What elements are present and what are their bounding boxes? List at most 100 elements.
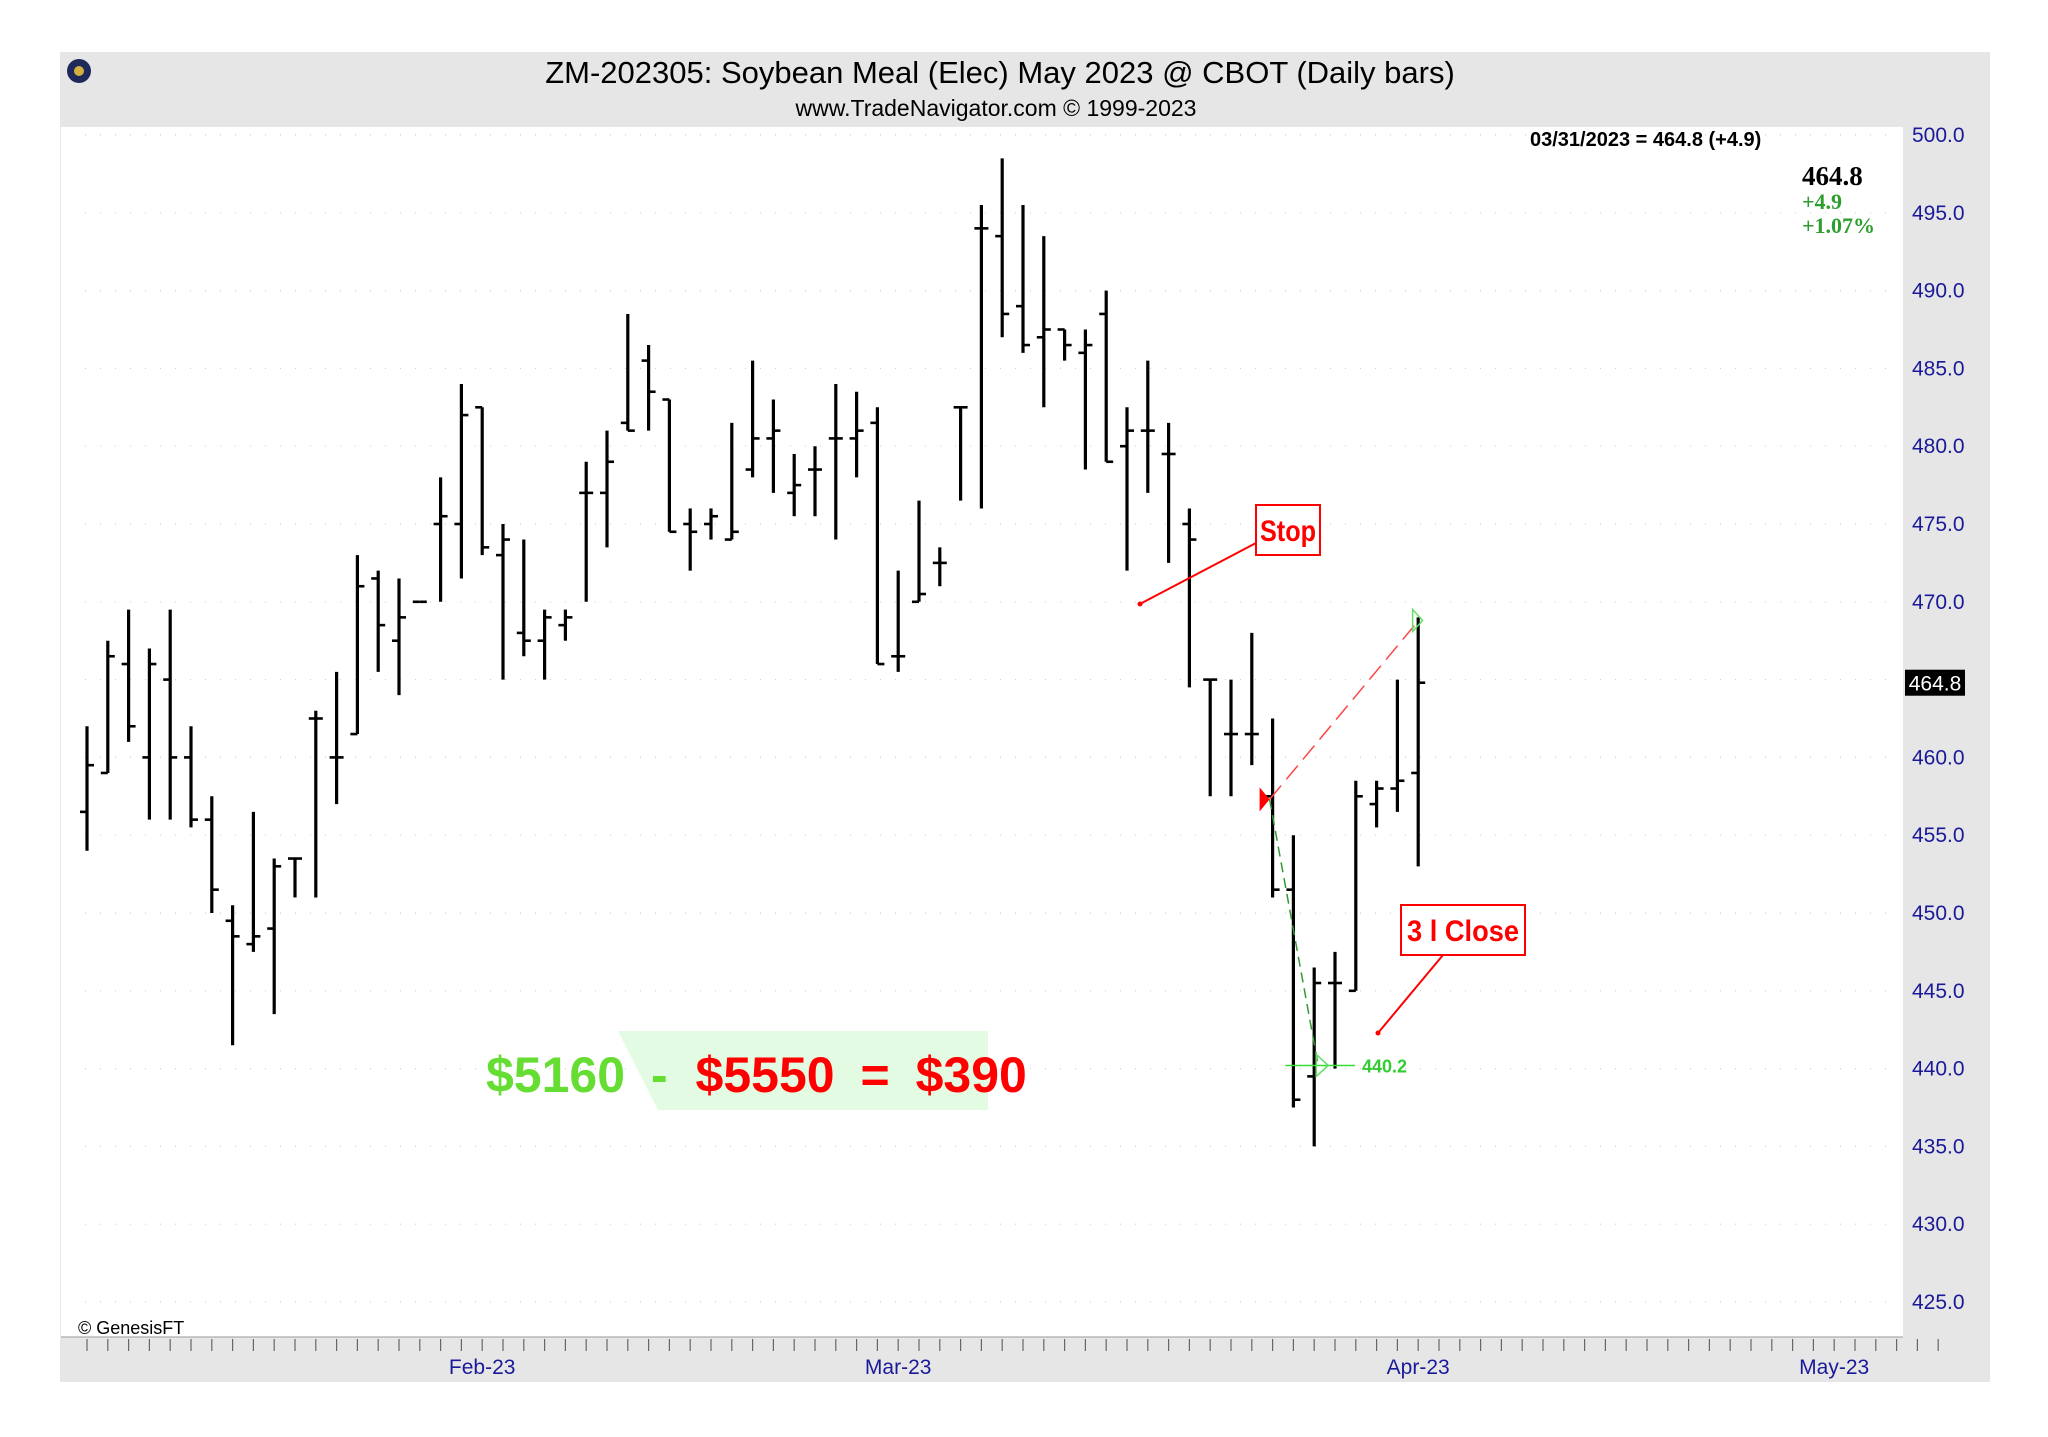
ohlc-bar bbox=[849, 391, 864, 478]
ohlc-bar bbox=[1140, 360, 1155, 493]
x-tick-label: May-23 bbox=[1799, 1356, 1869, 1379]
y-tick-label: 475.0 bbox=[1912, 513, 1965, 536]
ohlc-bar bbox=[1120, 407, 1134, 571]
ohlc-bar bbox=[828, 383, 843, 540]
ohlc-bar bbox=[1286, 835, 1301, 1108]
pnl-eq: = bbox=[860, 1047, 889, 1103]
ohlc-bar bbox=[1224, 679, 1238, 797]
stop-label: Stop bbox=[1260, 515, 1316, 548]
ohlc-bar bbox=[1099, 290, 1114, 464]
ohlc-bar bbox=[80, 726, 94, 851]
entry-marker-icon bbox=[1259, 787, 1270, 812]
ohlc-bar bbox=[600, 430, 614, 548]
stop-annotation: Stop bbox=[1137, 504, 1321, 607]
ohlc-bar bbox=[163, 609, 178, 820]
ohlc-bar bbox=[1328, 951, 1342, 1069]
stop-line bbox=[1269, 619, 1420, 800]
ohlc-bar bbox=[371, 570, 386, 672]
svg-text:464.8: 464.8 bbox=[1909, 673, 1962, 696]
ohlc-bar bbox=[1016, 205, 1030, 353]
ohlc-bar bbox=[808, 446, 822, 517]
y-tick-label: 445.0 bbox=[1912, 980, 1965, 1003]
trade-annotations bbox=[1259, 607, 1424, 1079]
price-change-pct: +1.07% bbox=[1802, 213, 1875, 238]
pnl-dash: - bbox=[651, 1047, 668, 1103]
ohlc-bar bbox=[267, 858, 282, 1015]
pnl-annotation: $5160 - $5550 = $390 bbox=[486, 1031, 1027, 1110]
ohlc-bar bbox=[870, 407, 885, 666]
ohlc-bar bbox=[558, 609, 573, 641]
ohlc-bar bbox=[1390, 679, 1405, 812]
ohlc-bar bbox=[100, 640, 115, 775]
ohlc-bar bbox=[308, 710, 323, 898]
ohlc-bar bbox=[912, 500, 926, 604]
pnl-loss: $5550 bbox=[696, 1047, 835, 1103]
y-tick-label: 500.0 bbox=[1912, 124, 1965, 147]
chart-subtitle: www.TradeNavigator.com © 1999-2023 bbox=[795, 95, 1197, 121]
copyright: © GenesisFT bbox=[78, 1318, 184, 1338]
svg-text:$5160 - $5550: $5160 - $5550 = $390 bbox=[486, 1047, 1027, 1103]
ohlc-bar bbox=[787, 453, 802, 517]
ohlc-bar bbox=[433, 477, 448, 602]
ohlc-bar bbox=[1411, 617, 1426, 867]
stop-marker-icon bbox=[1411, 607, 1424, 634]
logo-icon bbox=[67, 59, 91, 83]
ohlc-bar bbox=[184, 726, 198, 828]
ohlc-bar bbox=[1057, 328, 1072, 361]
ohlc-bar bbox=[329, 671, 344, 805]
close-annotation: 3 l Close bbox=[1375, 904, 1526, 1036]
last-date-value: 03/31/2023 = 464.8 (+4.9) bbox=[1530, 129, 1761, 151]
ohlc-bar bbox=[766, 399, 781, 493]
target-line bbox=[1268, 799, 1319, 1066]
y-tick-label: 490.0 bbox=[1912, 280, 1965, 303]
y-tick-label: 425.0 bbox=[1912, 1291, 1965, 1314]
price-change: +4.9 bbox=[1802, 189, 1842, 214]
ohlc-bar bbox=[620, 313, 635, 432]
y-tick-label: 435.0 bbox=[1912, 1135, 1965, 1158]
y-tick-label: 440.0 bbox=[1912, 1058, 1965, 1081]
y-tick-label: 450.0 bbox=[1912, 902, 1965, 925]
target-price-label: 440.2 bbox=[1362, 1056, 1407, 1076]
ohlc-bar bbox=[350, 555, 365, 736]
ohlc-bar bbox=[121, 609, 136, 742]
ohlc-bar bbox=[704, 508, 718, 540]
ohlc-bar bbox=[204, 796, 219, 913]
ohlc-bar bbox=[516, 539, 531, 657]
x-axis: Feb-23 Mar-23 Apr-23 May-23 bbox=[61, 1336, 1939, 1379]
ohlc-bar bbox=[142, 648, 157, 820]
ohlc-bar bbox=[1078, 329, 1093, 470]
y-tick-label: 460.0 bbox=[1912, 746, 1965, 769]
current-price-tag: 464.8 bbox=[1905, 669, 1965, 696]
target-marker-icon bbox=[1315, 1052, 1330, 1079]
x-tick-label: Apr-23 bbox=[1387, 1356, 1450, 1379]
ohlc-bar bbox=[683, 508, 698, 571]
ohlc-bar bbox=[288, 857, 302, 898]
y-tick-label: 495.0 bbox=[1912, 202, 1965, 225]
ohlc-bar bbox=[995, 158, 1010, 338]
ohlc-bar bbox=[662, 398, 677, 534]
ohlc-bar bbox=[1036, 236, 1051, 408]
chart-title: ZM-202305: Soybean Meal (Elec) May 2023 … bbox=[545, 55, 1455, 90]
y-tick-label: 455.0 bbox=[1912, 824, 1965, 847]
x-tick-label: Mar-23 bbox=[865, 1356, 932, 1379]
ohlc-bar bbox=[246, 811, 261, 952]
ohlc-bar bbox=[891, 570, 906, 672]
ohlc-bar bbox=[974, 205, 989, 509]
ohlc-bar bbox=[475, 405, 490, 556]
y-axis: 500.0495.0490.0485.0480.0475.0470.0465.0… bbox=[1912, 124, 1965, 1314]
price-bars bbox=[80, 158, 1426, 1147]
ohlc-bar bbox=[1182, 508, 1197, 688]
ohlc-bar bbox=[1369, 780, 1384, 828]
ohlc-bar bbox=[225, 905, 240, 1046]
y-tick-label: 470.0 bbox=[1912, 591, 1965, 614]
ohlc-bar bbox=[1244, 632, 1259, 766]
y-tick-label: 480.0 bbox=[1912, 435, 1965, 458]
ohlc-bar bbox=[454, 383, 469, 579]
ohlc-bar bbox=[1203, 678, 1218, 797]
pnl-result: $390 bbox=[916, 1047, 1027, 1103]
y-tick-label: 485.0 bbox=[1912, 357, 1965, 380]
y-tick-label: 430.0 bbox=[1912, 1213, 1965, 1236]
ohlc-bar bbox=[641, 345, 656, 431]
ohlc-bar bbox=[392, 578, 406, 696]
ohlc-bar bbox=[1161, 422, 1176, 563]
